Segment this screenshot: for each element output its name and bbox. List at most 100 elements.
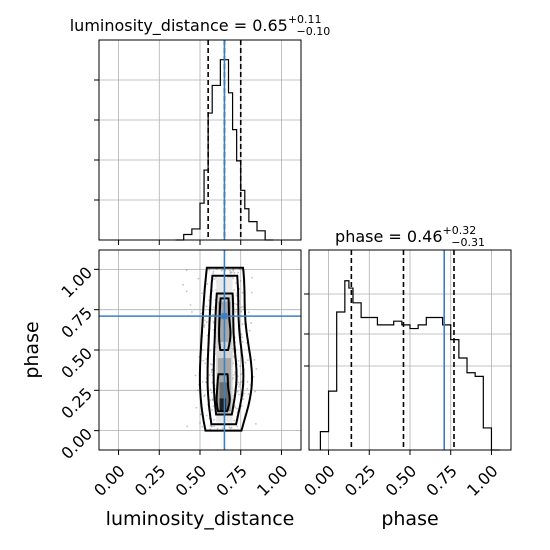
sample-point: [239, 365, 241, 367]
sample-point: [236, 425, 239, 428]
phase-histogram-panel: 0.00 0.25 0.50 0.75 1.00 phase = 0.46+0.32 −0…: [300, 224, 512, 500]
tick-label: 0.50: [172, 461, 211, 500]
tick-label: 1.00: [57, 263, 96, 302]
sample-point: [205, 305, 208, 308]
sample-point: [241, 340, 244, 343]
tick-label: 0.00: [90, 461, 129, 500]
sample-point: [254, 390, 257, 393]
sample-point: [234, 311, 237, 313]
sample-point: [233, 302, 236, 305]
sample-point: [229, 270, 232, 273]
sample-point: [205, 358, 208, 360]
sample-point: [203, 324, 206, 327]
tick-label: 0.75: [422, 461, 461, 500]
sample-point: [210, 368, 213, 371]
sample-point: [197, 389, 199, 391]
luminosity-distance-title: luminosity_distance = 0.65+0.11 −0.10: [70, 13, 331, 38]
sample-point: [230, 426, 233, 429]
sample-point: [185, 269, 188, 272]
sample-point: [213, 425, 216, 428]
sample-point: [235, 308, 238, 311]
sample-point: [211, 399, 214, 401]
sample-point: [242, 392, 245, 395]
sample-point: [201, 292, 203, 295]
tick-label: 0.50: [57, 344, 96, 383]
sample-point: [213, 278, 216, 280]
sample-point: [247, 393, 250, 395]
sample-point: [233, 371, 236, 374]
sample-point: [209, 399, 212, 401]
sample-point: [253, 358, 256, 361]
luminosity-distance-histogram-panel: luminosity_distance = 0.65+0.11 −0.10: [70, 13, 331, 245]
sample-point: [237, 375, 239, 378]
sample-point: [195, 406, 198, 409]
sample-point: [240, 405, 243, 407]
sample-point: [237, 385, 240, 388]
density-cell: [219, 398, 227, 412]
sample-point: [210, 371, 213, 374]
sample-point: [241, 336, 244, 339]
x-axis-label-phase: phase: [381, 508, 438, 530]
sample-point: [232, 362, 234, 365]
sample-point: [237, 271, 239, 274]
sample-point: [240, 333, 243, 336]
sample-point: [232, 373, 235, 376]
sample-point: [232, 270, 235, 272]
sample-point: [203, 326, 206, 328]
luminosity-distance-histogram: [175, 59, 274, 241]
sample-point: [232, 268, 235, 271]
tick-label: 0.75: [212, 461, 251, 500]
sample-point: [214, 387, 217, 390]
density-contour: [212, 292, 238, 416]
tick-label: 0.50: [382, 461, 421, 500]
sample-point: [246, 380, 249, 383]
joint-density-panel: 0.00 0.25 0.50 0.75 1.000.000.250.500.751.00: [57, 249, 302, 500]
density-contour: [215, 373, 231, 413]
tick-label: 0.00: [57, 424, 96, 463]
sample-point: [242, 398, 245, 401]
sample-point: [186, 425, 189, 428]
sample-point: [205, 381, 207, 384]
sample-point: [208, 373, 211, 376]
sample-point: [208, 268, 211, 271]
sample-point: [232, 355, 235, 358]
tick-label: 0.00: [300, 461, 339, 500]
sample-point: [203, 395, 206, 398]
sample-point: [231, 268, 234, 271]
sample-point: [213, 418, 215, 421]
sample-point: [209, 424, 212, 427]
sample-point: [211, 313, 214, 316]
sample-point: [239, 280, 242, 282]
sample-point: [194, 374, 197, 377]
sample-point: [204, 362, 206, 365]
sample-point: [199, 421, 201, 424]
sample-point: [235, 303, 238, 306]
sample-point: [237, 381, 240, 384]
sample-point: [201, 380, 204, 383]
sample-point: [241, 291, 244, 294]
sample-point: [205, 321, 208, 323]
sample-point: [210, 391, 213, 394]
sample-point: [210, 425, 213, 428]
sample-point: [255, 368, 258, 370]
sample-point: [230, 271, 233, 274]
sample-point: [199, 413, 202, 416]
sample-point: [233, 419, 236, 422]
truth-marker: [221, 313, 228, 320]
tick-label: 0.75: [57, 303, 96, 342]
sample-point: [240, 373, 243, 376]
sample-point: [206, 283, 209, 285]
sample-point: [228, 269, 231, 272]
tick-label: 0.25: [341, 461, 380, 500]
sample-point: [182, 283, 185, 286]
sample-point: [211, 398, 214, 401]
sample-point: [238, 383, 241, 386]
sample-point: [233, 271, 236, 274]
sample-point: [240, 306, 243, 309]
sample-point: [247, 311, 250, 314]
sample-point: [185, 290, 188, 293]
sample-point: [232, 277, 235, 280]
sample-point: [229, 272, 232, 274]
sample-point: [211, 409, 213, 411]
sample-point: [203, 393, 206, 396]
